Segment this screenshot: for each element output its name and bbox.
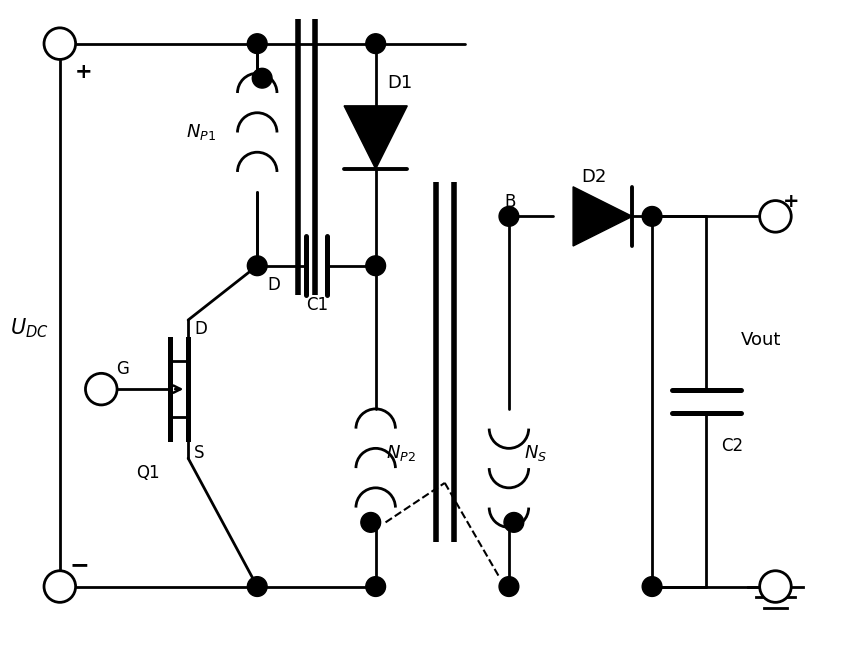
Text: −: −: [70, 553, 90, 577]
Text: D: D: [267, 277, 280, 294]
Text: B: B: [504, 192, 516, 210]
Circle shape: [44, 28, 75, 59]
Text: C1: C1: [307, 296, 328, 314]
Circle shape: [247, 577, 267, 597]
Text: Vout: Vout: [741, 331, 781, 349]
Text: $U_{DC}$: $U_{DC}$: [10, 317, 49, 341]
Text: S: S: [194, 444, 204, 462]
Circle shape: [366, 256, 386, 275]
Circle shape: [759, 201, 791, 232]
Text: D2: D2: [581, 168, 606, 186]
Circle shape: [252, 68, 272, 88]
Circle shape: [44, 571, 75, 602]
Text: C2: C2: [721, 437, 743, 455]
Text: D1: D1: [387, 74, 413, 92]
Circle shape: [86, 373, 117, 405]
Circle shape: [642, 577, 662, 597]
Circle shape: [366, 577, 386, 597]
Circle shape: [642, 206, 662, 226]
Text: $N_{P1}$: $N_{P1}$: [186, 123, 216, 143]
Polygon shape: [573, 187, 633, 246]
Text: G: G: [116, 361, 129, 379]
Text: $N_S$: $N_S$: [524, 443, 547, 463]
Circle shape: [499, 577, 519, 597]
Polygon shape: [344, 106, 407, 169]
Circle shape: [361, 513, 380, 532]
Circle shape: [504, 513, 524, 532]
Text: $N_{P2}$: $N_{P2}$: [386, 443, 416, 463]
Circle shape: [366, 34, 386, 54]
Text: +: +: [74, 62, 92, 82]
Circle shape: [499, 206, 519, 226]
Text: +: +: [783, 192, 799, 210]
Circle shape: [759, 571, 791, 602]
Text: D: D: [194, 320, 207, 338]
Text: Q1: Q1: [136, 464, 159, 482]
Circle shape: [247, 34, 267, 54]
Circle shape: [247, 256, 267, 275]
